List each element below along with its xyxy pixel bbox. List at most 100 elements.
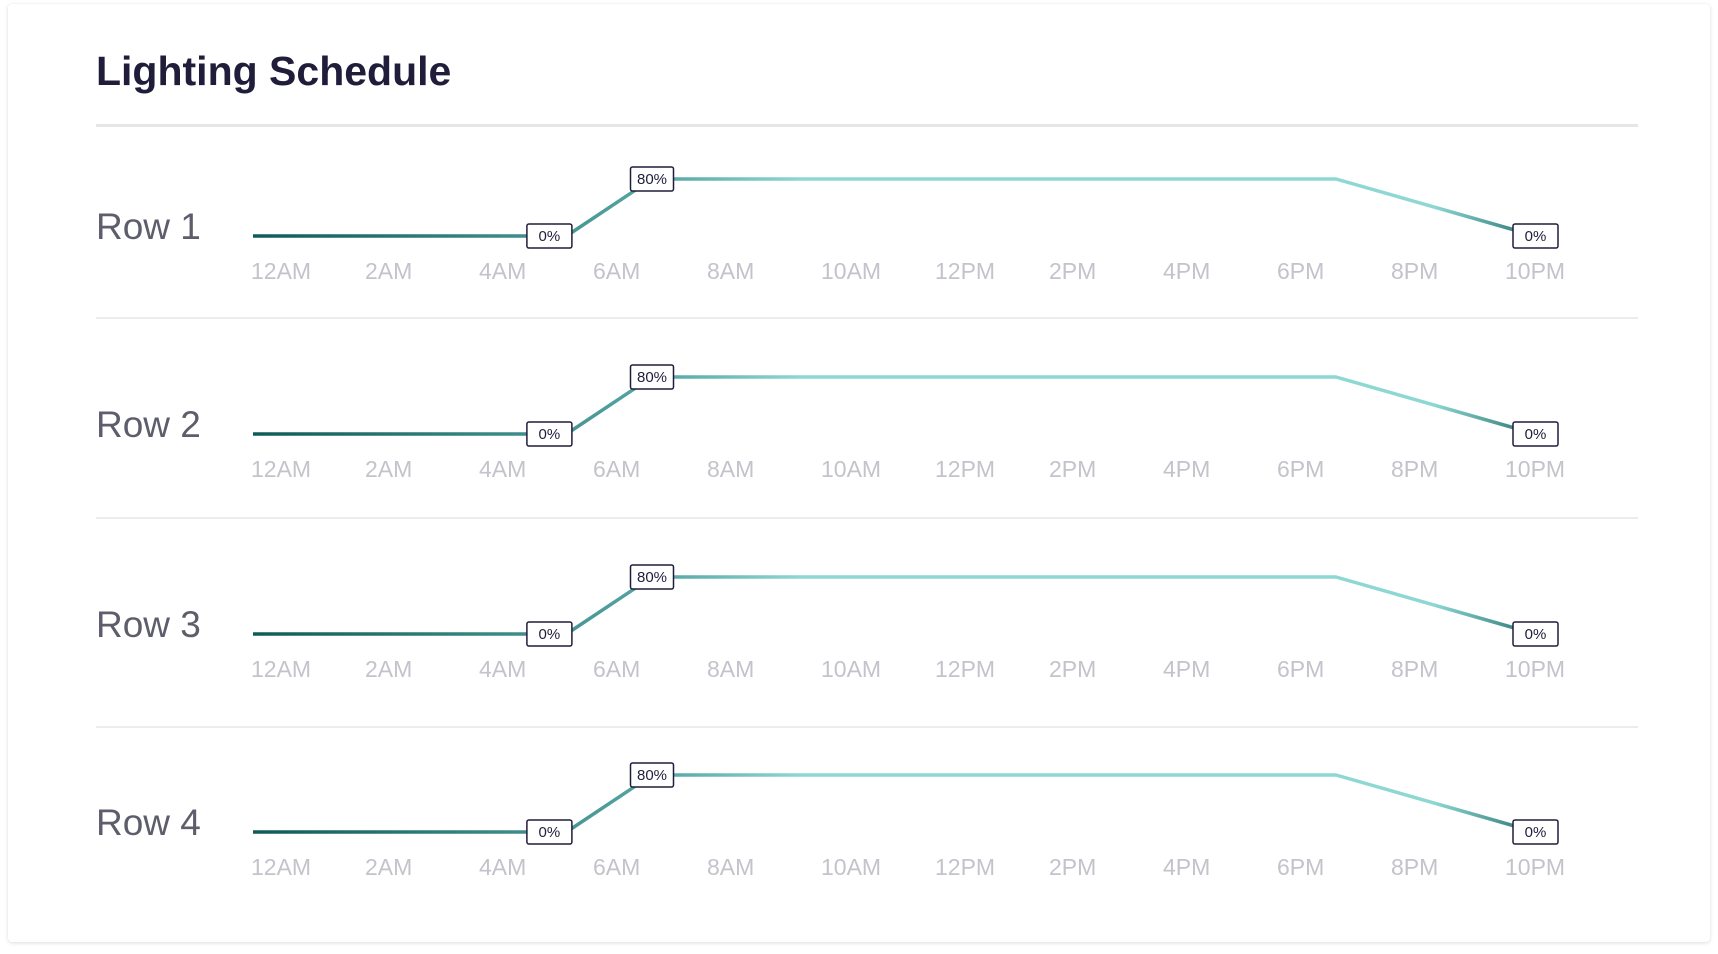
x-tick-label: 8AM (707, 258, 754, 284)
point-label-box (1512, 421, 1559, 447)
point-label: 80% (629, 166, 675, 192)
point-label-box (1512, 819, 1559, 845)
point-label-text: 0% (1525, 426, 1547, 443)
point-label: 0% (1512, 223, 1559, 249)
x-tick-label: 4AM (479, 656, 526, 682)
x-tick-label: 4PM (1163, 456, 1210, 482)
point-label-text: 80% (637, 767, 667, 784)
x-tick-label: 12PM (935, 258, 995, 284)
point-label: 0% (1512, 621, 1559, 647)
x-tick-label: 12AM (251, 456, 311, 482)
x-tick-label: 2AM (365, 656, 412, 682)
x-tick-label: 8PM (1391, 456, 1438, 482)
schedule-row-2: Row 2 12AM 2AM 4AM 6AM 8AM 10AM 12PM 2PM 4PM 6PM 8… (8, 322, 1718, 519)
row-2-chart: 12AM 2AM 4AM 6AM 8AM 10AM 12PM 2PM 4PM 6PM 8PM 10PM… (251, 364, 1565, 482)
x-tick-label: 6PM (1277, 854, 1324, 880)
x-tick-label: 4AM (479, 258, 526, 284)
x-tick-label: 6AM (593, 656, 640, 682)
x-tick-label: 8PM (1391, 656, 1438, 682)
point-label: 0% (1512, 819, 1559, 845)
point-label-box (629, 564, 675, 590)
row-label: Row 3 (96, 604, 201, 645)
x-tick-label: 12PM (935, 656, 995, 682)
point-label: 0% (526, 621, 573, 647)
x-tick-label: 4PM (1163, 656, 1210, 682)
point-label-box (629, 762, 675, 788)
x-tick-label: 2AM (365, 258, 412, 284)
point-label-text: 0% (539, 824, 561, 841)
point-label: 80% (629, 762, 675, 788)
point-label-box (526, 421, 573, 447)
row-label: Row 1 (96, 206, 201, 247)
schedule-row-1: Row 1 12AM 2AM 4AM 6AM 8AM 10AM 12PM 2PM 4PM 6PM 8… (8, 124, 1718, 319)
point-label: 0% (526, 421, 573, 447)
x-tick-label: 8AM (707, 456, 754, 482)
point-label-text: 0% (1525, 228, 1547, 245)
row-divider (96, 517, 1638, 519)
point-label-box (1512, 223, 1559, 249)
x-tick-label: 12AM (251, 656, 311, 682)
x-tick-label: 10AM (821, 656, 881, 682)
point-label-box (629, 166, 675, 192)
schedule-row-4: Row 4 12AM 2AM 4AM 6AM 8AM 10AM 12PM 2PM 4PM 6PM 8… (8, 720, 1718, 910)
point-label-text: 0% (539, 426, 561, 443)
x-tick-label: 12PM (935, 456, 995, 482)
point-label: 0% (1512, 421, 1559, 447)
x-tick-label: 12AM (251, 854, 311, 880)
x-tick-label: 2PM (1049, 656, 1096, 682)
x-tick-label: 2PM (1049, 258, 1096, 284)
point-label-box (629, 364, 675, 390)
page-title: Lighting Schedule (96, 48, 452, 94)
x-tick-label: 8PM (1391, 854, 1438, 880)
x-tick-label: 6AM (593, 854, 640, 880)
point-label-box (526, 819, 573, 845)
x-tick-label: 4PM (1163, 854, 1210, 880)
x-tick-label: 6PM (1277, 456, 1324, 482)
x-tick-label: 4PM (1163, 258, 1210, 284)
point-label-text: 0% (539, 228, 561, 245)
x-tick-label: 6PM (1277, 656, 1324, 682)
point-label-text: 0% (539, 626, 561, 643)
schedule-line (253, 575, 1536, 636)
row-label: Row 2 (96, 404, 201, 445)
schedule-line (253, 773, 1536, 834)
header-divider (96, 124, 1638, 127)
point-label-text: 80% (637, 369, 667, 386)
x-tick-label: 8AM (707, 656, 754, 682)
x-tick-label: 10AM (821, 456, 881, 482)
x-tick-label: 4AM (479, 456, 526, 482)
schedule-row-3: Row 3 12AM 2AM 4AM 6AM 8AM 10AM 12PM 2PM 4PM 6PM 8… (8, 522, 1718, 728)
row-label: Row 4 (96, 802, 201, 843)
x-tick-label: 10AM (821, 854, 881, 880)
x-tick-label: 6PM (1277, 258, 1324, 284)
x-tick-label: 10PM (1505, 456, 1565, 482)
point-label-text: 0% (1525, 626, 1547, 643)
x-tick-label: 10PM (1505, 258, 1565, 284)
x-tick-label: 10PM (1505, 656, 1565, 682)
row-1-chart: 12AM 2AM 4AM 6AM 8AM 10AM 12PM 2PM 4PM 6PM 8PM 10PM… (251, 166, 1565, 284)
point-label-box (1512, 621, 1559, 647)
x-tick-label: 8PM (1391, 258, 1438, 284)
point-label-text: 80% (637, 171, 667, 188)
point-label: 0% (526, 223, 573, 249)
point-label: 80% (629, 564, 675, 590)
x-tick-label: 12AM (251, 258, 311, 284)
x-tick-label: 2AM (365, 456, 412, 482)
x-tick-label: 2AM (365, 854, 412, 880)
row-divider (96, 726, 1638, 728)
row-3-chart: 12AM 2AM 4AM 6AM 8AM 10AM 12PM 2PM 4PM 6PM 8PM 10PM… (251, 564, 1565, 682)
x-tick-label: 8AM (707, 854, 754, 880)
x-tick-label: 12PM (935, 854, 995, 880)
x-tick-label: 10PM (1505, 854, 1565, 880)
point-label: 80% (629, 364, 675, 390)
point-label-box (526, 621, 573, 647)
point-label-text: 0% (1525, 824, 1547, 841)
point-label: 0% (526, 819, 573, 845)
x-tick-label: 2PM (1049, 854, 1096, 880)
x-tick-label: 2PM (1049, 456, 1096, 482)
x-tick-label: 10AM (821, 258, 881, 284)
x-tick-label: 4AM (479, 854, 526, 880)
point-label-box (526, 223, 573, 249)
schedule-line (253, 177, 1536, 238)
lighting-schedule-card: Lighting Schedule Row 1 12AM 2AM 4AM 6AM 8AM… (8, 4, 1710, 942)
